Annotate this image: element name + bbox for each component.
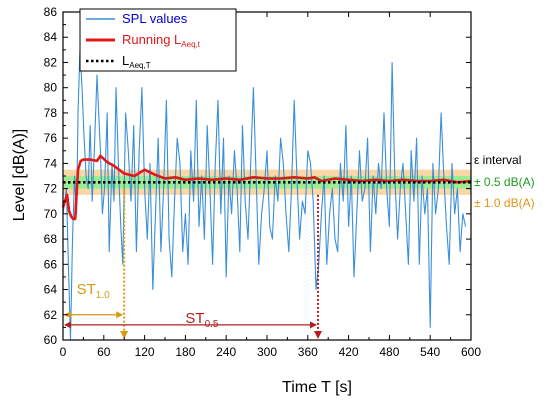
x-tick-label: 540	[420, 345, 440, 359]
x-tick-label: 180	[175, 345, 195, 359]
y-tick-label: 72	[44, 182, 58, 196]
x-tick-label: 360	[298, 345, 318, 359]
y-tick-label: 66	[44, 257, 58, 271]
st-drop-arrowhead-1	[314, 331, 322, 339]
st-label-1: ST0.5	[185, 310, 219, 330]
x-tick-label: 240	[216, 345, 236, 359]
legend-laeq-main: L	[122, 53, 129, 68]
y-tick-label: 62	[44, 308, 58, 322]
legend: SPL values Running LAeq,t LAeq,T	[79, 8, 237, 72]
y-tick-label: 60	[44, 333, 58, 347]
y-tick-label: 84	[44, 30, 58, 44]
x-tick-label: 120	[135, 345, 155, 359]
legend-laeq-sub: Aeq,T	[129, 61, 150, 70]
y-tick-label: 68	[44, 232, 58, 246]
legend-running-label: Running LAeq,t	[122, 32, 201, 49]
x-axis-label: Time T [s]	[282, 379, 352, 396]
st-span-arrow-right-0	[116, 311, 124, 319]
x-tick-label: 600	[461, 345, 481, 359]
spl-series-line	[62, 49, 467, 341]
y-tick-label: 78	[44, 106, 58, 120]
series-layer	[61, 49, 472, 341]
st-label-sub-1: 0.5	[205, 319, 219, 330]
inner-band-label: ± 0.5 dB(A)	[474, 175, 535, 189]
x-tick-label: 480	[379, 345, 399, 359]
x-tick-label: 300	[257, 345, 277, 359]
tick-labels: 0 60 120 180 240 300 360 420 480 540 6006062646668…	[44, 5, 482, 359]
st-label-main-0: ST	[77, 281, 96, 298]
legend-laeq-label: LAeq,T	[122, 53, 151, 70]
y-tick-label: 86	[44, 5, 58, 19]
y-tick-label: 82	[44, 55, 58, 69]
x-tick-label: 420	[339, 345, 359, 359]
epsilon-interval-label: ε interval	[474, 153, 521, 167]
st-label-0: ST1.0	[77, 281, 111, 301]
st-span-arrow-right-1	[310, 321, 317, 329]
band-labels: ε interval ± 0.5 dB(A) ± 1.0 dB(A)	[474, 153, 535, 210]
y-tick-label: 74	[44, 156, 58, 170]
legend-spl-label: SPL values	[122, 11, 188, 26]
y-axis-label: Level [dB(A)]	[11, 129, 28, 221]
legend-running-main: Running L	[122, 32, 181, 47]
st-label-main-1: ST	[185, 310, 204, 327]
st-span-arrow-left-1	[64, 321, 71, 329]
x-tick-label: 60	[97, 345, 111, 359]
st-label-sub-0: 1.0	[96, 290, 110, 301]
x-tick-label: 0	[60, 345, 67, 359]
st-drop-arrowhead-0	[120, 331, 129, 339]
y-tick-label: 76	[44, 131, 58, 145]
legend-running-sub: Aeq,t	[181, 40, 200, 49]
outer-band-label: ± 1.0 dB(A)	[474, 196, 535, 210]
running-laeq-line	[61, 154, 472, 221]
y-tick-label: 80	[44, 81, 58, 95]
y-tick-label: 70	[44, 207, 58, 221]
y-tick-label: 64	[44, 283, 58, 297]
